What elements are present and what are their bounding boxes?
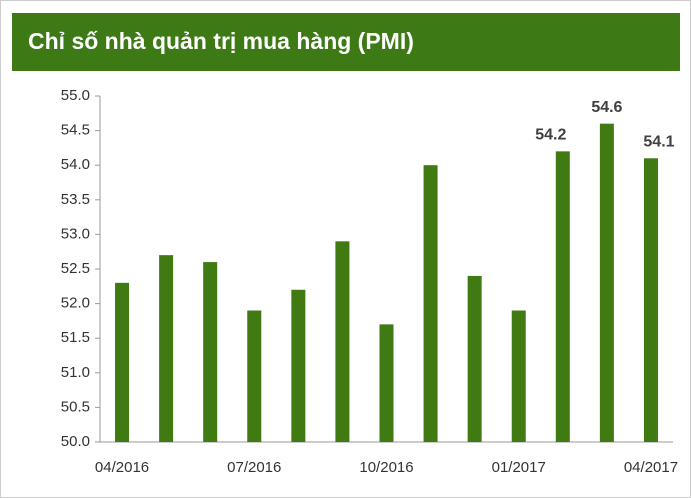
bar	[335, 241, 350, 442]
x-tick-label: 01/2017	[492, 459, 546, 476]
x-tick-label: 07/2016	[227, 459, 281, 476]
y-tick-label: 50.0	[61, 433, 90, 450]
bar	[511, 310, 526, 442]
y-tick-label: 52.0	[61, 295, 90, 312]
y-tick-label: 53.0	[61, 225, 90, 242]
y-tick-label: 54.5	[61, 122, 90, 139]
bar	[467, 275, 482, 442]
bar	[159, 255, 174, 442]
bar	[203, 262, 218, 442]
title-bar	[12, 13, 680, 71]
x-tick-label: 04/2017	[624, 459, 678, 476]
x-tick-label: 04/2016	[95, 459, 149, 476]
bar	[115, 282, 130, 442]
y-tick-label: 55.0	[61, 87, 90, 104]
data-label: 54.6	[591, 99, 622, 116]
y-tick-label: 51.5	[61, 329, 90, 346]
y-tick-label: 53.5	[61, 191, 90, 208]
x-tick-label: 10/2016	[359, 459, 413, 476]
bar	[291, 289, 306, 442]
y-tick-label: 52.5	[61, 260, 90, 277]
bar	[423, 165, 438, 442]
y-tick-label: 51.0	[61, 364, 90, 381]
y-tick-label: 50.5	[61, 398, 90, 415]
bar	[555, 151, 570, 443]
bar	[247, 310, 262, 442]
bar	[379, 324, 394, 442]
chart-title: Chỉ số nhà quản trị mua hàng (PMI)	[28, 28, 414, 54]
data-label: 54.1	[643, 133, 674, 150]
y-tick-label: 54.0	[61, 156, 90, 173]
data-label: 54.2	[535, 127, 566, 144]
bar	[599, 123, 614, 443]
bar	[643, 158, 658, 442]
